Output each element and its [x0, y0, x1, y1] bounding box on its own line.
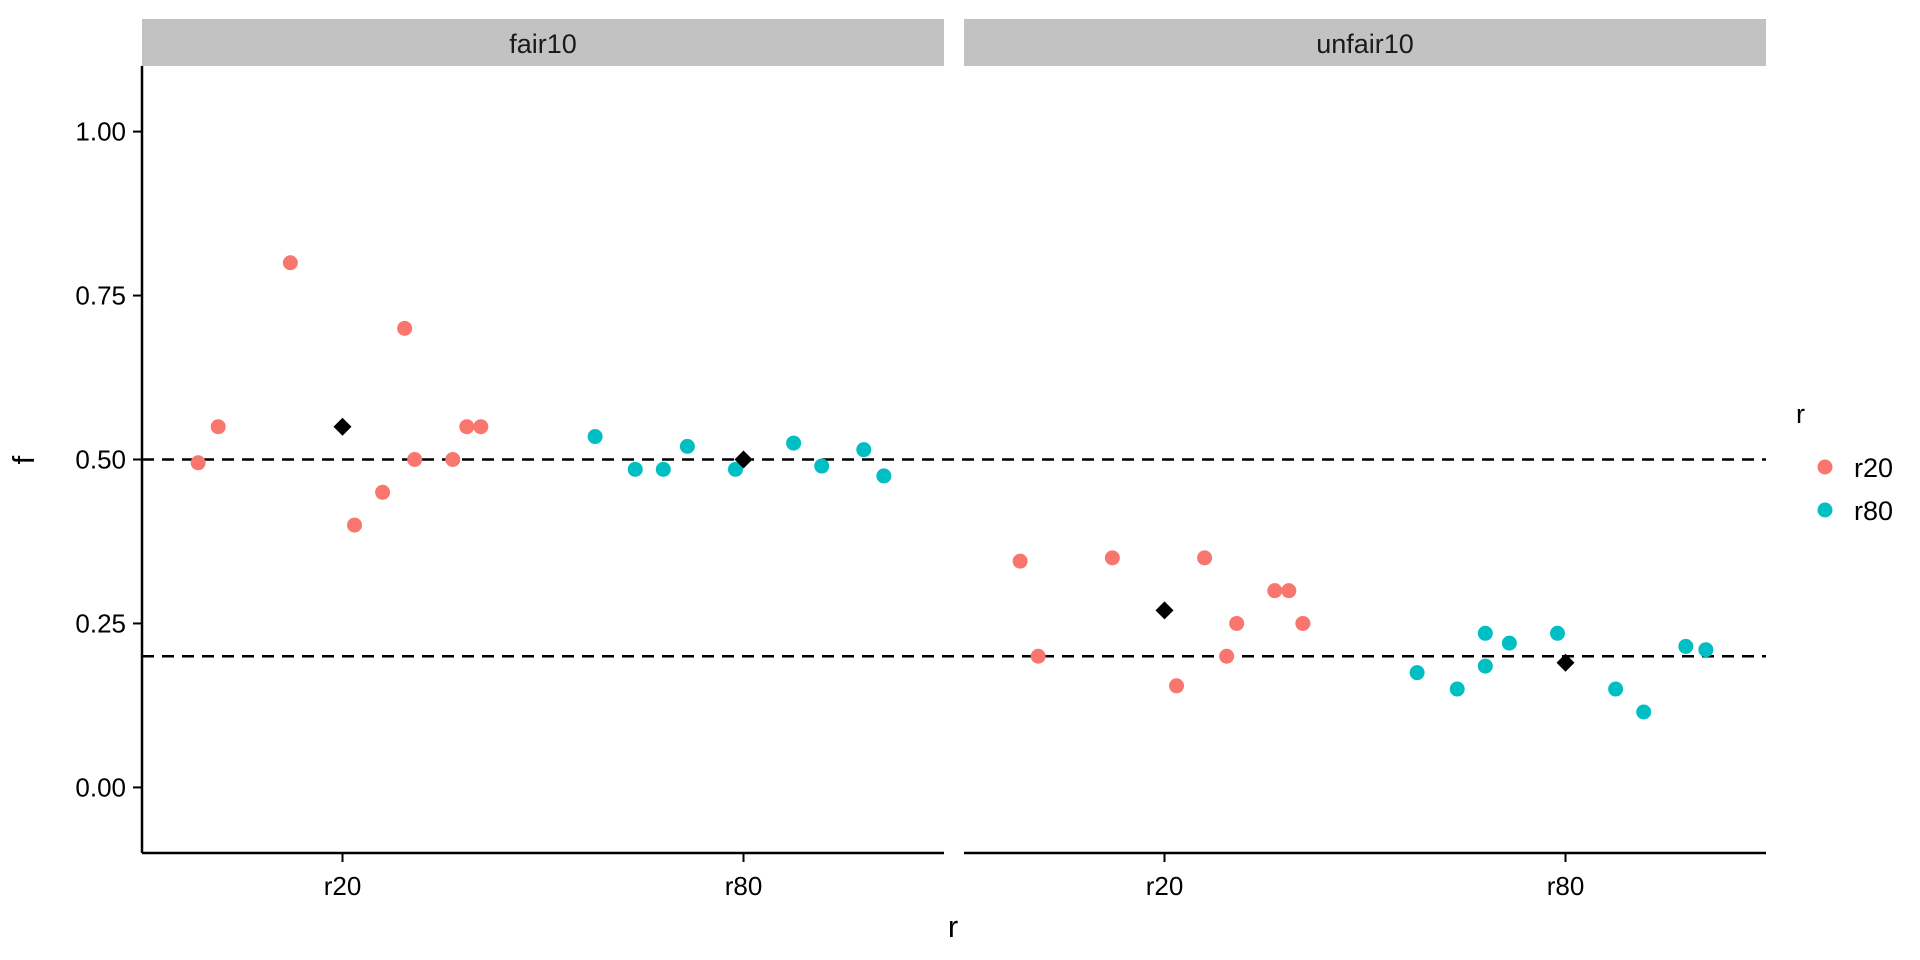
point-unfair10-r20-7: [1267, 583, 1283, 599]
point-unfair10-r80-16: [1608, 681, 1624, 697]
x-tick-label-unfair10-r20: r20: [1146, 871, 1184, 901]
point-fair10-r20-2: [282, 255, 298, 271]
point-fair10-r80-13: [679, 438, 695, 454]
point-fair10-r80-16: [814, 458, 830, 474]
point-unfair10-r80-15: [1549, 625, 1565, 641]
legend-title: r: [1796, 399, 1805, 429]
point-unfair10-r80-17: [1636, 704, 1652, 720]
point-unfair10-r20-3: [1169, 678, 1185, 694]
point-unfair10-r80-12: [1477, 658, 1493, 674]
point-fair10-r20-6: [407, 452, 423, 467]
y-tick-label-0.75: 0.75: [75, 281, 126, 311]
mean-marker-fair10-r20: [333, 417, 352, 436]
point-unfair10-r20-9: [1295, 615, 1311, 631]
x-tick-label-fair10-r80: r80: [725, 871, 763, 901]
facet-strip-fair10: [142, 19, 944, 66]
point-unfair10-r20-5: [1219, 648, 1235, 664]
y-tick-label-0.00: 0.00: [75, 772, 126, 802]
y-tick-label-0.25: 0.25: [75, 608, 126, 638]
legend-key-r20: [1817, 459, 1833, 475]
point-fair10-r80-14: [727, 461, 743, 477]
y-tick-label-0.50: 0.50: [75, 445, 126, 475]
mean-marker-fair10-r80: [734, 450, 753, 469]
point-fair10-r20-9: [473, 419, 489, 435]
point-fair10-r80-15: [786, 435, 802, 451]
x-tick-label-fair10-r20: r20: [324, 871, 362, 901]
facet-label-unfair10: unfair10: [1316, 29, 1414, 59]
y-axis-title: f: [6, 455, 41, 464]
point-unfair10-r80-14: [1501, 635, 1517, 651]
point-unfair10-r20-1: [1030, 648, 1046, 664]
x-tick-label-unfair10-r80: r80: [1547, 871, 1585, 901]
point-unfair10-r80-13: [1477, 625, 1493, 641]
point-fair10-r80-18: [876, 468, 892, 484]
point-fair10-r80-12: [655, 461, 671, 477]
mean-marker-unfair10-r20: [1155, 601, 1174, 620]
point-fair10-r20-7: [445, 452, 461, 467]
point-fair10-r20-8: [459, 419, 475, 435]
legend-label-r80: r80: [1854, 496, 1893, 526]
point-unfair10-r80-10: [1409, 665, 1425, 681]
point-unfair10-r80-11: [1449, 681, 1465, 697]
point-fair10-r80-11: [627, 461, 643, 477]
legend-key-r80: [1817, 502, 1833, 518]
facet-strip-unfair10: [964, 19, 1766, 66]
point-unfair10-r20-2: [1104, 550, 1120, 566]
point-unfair10-r20-8: [1281, 583, 1297, 599]
panels-layer: fair10 r20 r80 unfair10 r20 r80: [142, 19, 1766, 901]
point-fair10-r80-10: [587, 429, 603, 445]
point-fair10-r20-5: [397, 320, 413, 336]
x-axis-title: r: [948, 909, 958, 944]
point-fair10-r20-1: [210, 419, 226, 435]
point-unfair10-r80-19: [1698, 642, 1714, 658]
point-unfair10-r20-0: [1012, 553, 1028, 569]
y-axis: 0.00 0.25 0.50 0.75 1.00: [75, 66, 144, 853]
point-fair10-r20-3: [347, 517, 363, 533]
points-layer: [190, 255, 1714, 720]
point-fair10-r20-4: [375, 484, 391, 500]
point-fair10-r20-0: [190, 455, 206, 471]
facet-label-fair10: fair10: [509, 29, 577, 59]
point-unfair10-r20-6: [1229, 615, 1245, 631]
point-unfair10-r80-18: [1678, 638, 1694, 654]
legend-label-r20: r20: [1854, 453, 1893, 483]
mean-marker-unfair10-r80: [1556, 653, 1575, 672]
y-tick-label-1.00: 1.00: [75, 117, 126, 147]
point-fair10-r80-17: [856, 442, 872, 458]
legend: r r20 r80: [1796, 399, 1893, 526]
point-unfair10-r20-4: [1197, 550, 1213, 566]
